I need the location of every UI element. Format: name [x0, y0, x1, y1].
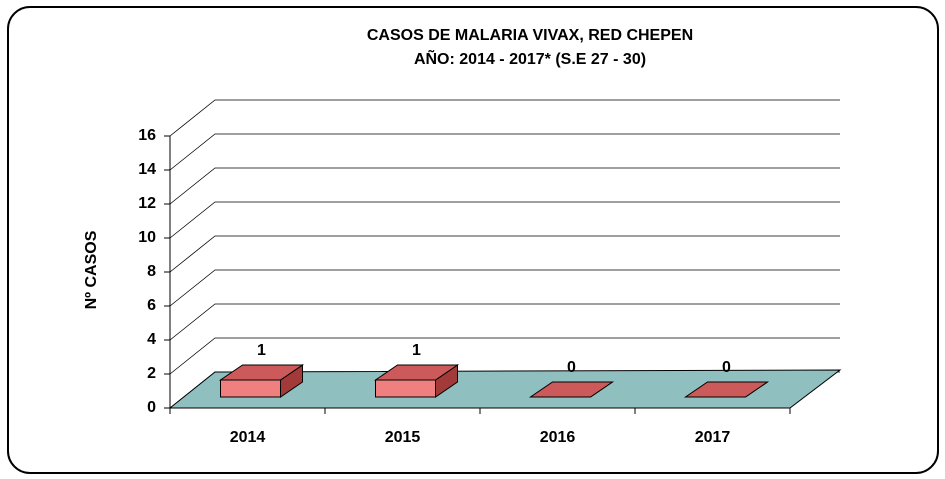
bar-top [218, 364, 305, 381]
bar-top [528, 381, 615, 398]
data-label: 0 [722, 359, 731, 376]
y-tick-label: 4 [147, 331, 156, 348]
bar-front [220, 379, 281, 398]
bar [218, 364, 305, 398]
y-tick-label: 0 [147, 399, 156, 416]
grid-line [169, 133, 840, 171]
bar [683, 381, 770, 398]
x-tick-label: 2015 [385, 429, 421, 446]
grid-line [169, 337, 840, 375]
grid-line [169, 167, 840, 205]
chart-border [7, 6, 939, 474]
y-tick-label: 6 [147, 297, 156, 314]
chart-subtitle: AÑO: 2014 - 2017* (S.E 27 - 30) [414, 48, 646, 68]
x-tick-label: 2017 [695, 429, 731, 446]
grid-line [169, 99, 840, 137]
grid-line [169, 201, 840, 239]
y-tick-label: 2 [147, 365, 156, 382]
data-label: 1 [412, 342, 421, 359]
chart-title: CASOS DE MALARIA VIVAX, RED CHEPEN [367, 27, 693, 44]
y-tick-label: 8 [147, 263, 156, 280]
y-tick-label: 12 [138, 195, 156, 212]
y-tick-label: 14 [138, 161, 156, 178]
data-label: 1 [257, 342, 266, 359]
bar-top [373, 364, 460, 381]
bar [528, 381, 615, 398]
grid-line [169, 303, 840, 341]
bar-front [375, 379, 436, 398]
y-axis-label: Nº CASOS [83, 230, 100, 309]
x-tick-label: 2014 [230, 429, 266, 446]
data-label: 0 [567, 359, 576, 376]
y-tick-label: 10 [138, 229, 156, 246]
grid-line [169, 235, 840, 273]
bar [373, 364, 460, 398]
plot-area: 0 2 4 6 8 10 12 14 16 1 2014 1 2015 0 2016 0 2017 [138, 99, 842, 446]
bar-top [683, 381, 770, 398]
x-tick-label: 2016 [540, 429, 576, 446]
y-tick-label: 16 [138, 127, 156, 144]
grid-line [169, 269, 840, 307]
